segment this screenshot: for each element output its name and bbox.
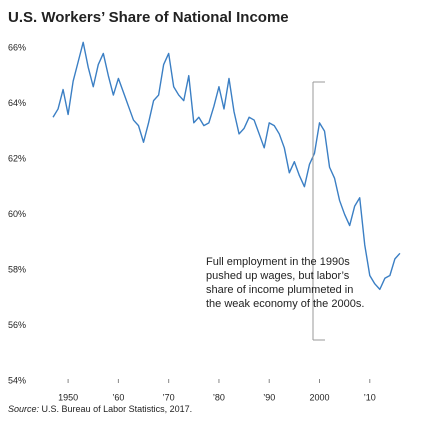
annotation-box xyxy=(200,252,312,314)
x-tick-label: ’60 xyxy=(112,392,124,402)
y-tick-label: 58% xyxy=(8,264,26,274)
y-tick-label: 54% xyxy=(8,375,26,385)
chart-title: U.S. Workers’ Share of National Income xyxy=(8,9,289,26)
annotation: share of income plummeted in xyxy=(206,284,353,296)
x-tick-label: ’10 xyxy=(364,392,376,402)
source-text: U.S. Bureau of Labor Statistics, 2017. xyxy=(42,404,193,414)
y-tick-label: 64% xyxy=(8,98,26,108)
y-tick-label: 62% xyxy=(8,153,26,163)
source: Source: U.S. Bureau of Labor Statistics,… xyxy=(8,404,192,414)
x-tick-label: 1950 xyxy=(58,392,78,402)
annotation: Full employment in the 1990s xyxy=(206,256,350,268)
data-line xyxy=(52,41,401,291)
source-label: Source: xyxy=(8,404,40,414)
y-tick-label: 60% xyxy=(8,209,26,219)
annotation: pushed up wages, but labor’s xyxy=(206,270,350,282)
x-tick-label: ’90 xyxy=(263,392,275,402)
x-tick-label: ’70 xyxy=(163,392,175,402)
x-tick-label: ’80 xyxy=(213,392,225,402)
annotation: the weak economy of the 2000s. xyxy=(206,298,364,310)
y-tick-label: 66% xyxy=(8,42,26,52)
y-tick-label: 56% xyxy=(8,320,26,330)
x-tick-label: 2000 xyxy=(309,392,329,402)
plot: 54% 56% 58% 60% 62% 64% 66% 1950 ’60 ’70 ’80 ’90 200… xyxy=(8,41,401,402)
